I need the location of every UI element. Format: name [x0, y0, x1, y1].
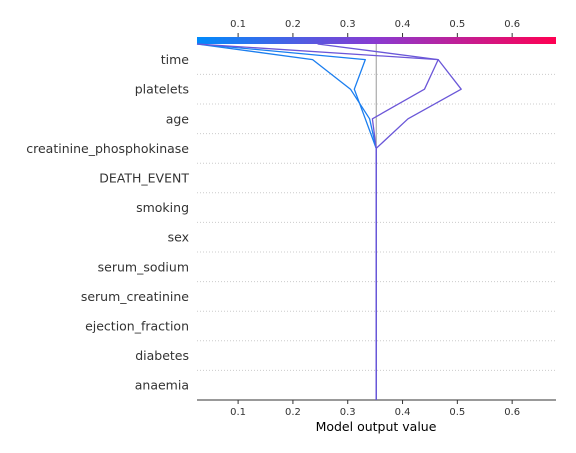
x-tick-label-top: 0.5 [449, 19, 465, 30]
feature-label: platelets [135, 82, 189, 97]
x-tick-label-bottom: 0.1 [230, 407, 246, 418]
feature-label: serum_sodium [98, 259, 189, 274]
decision-path [196, 43, 377, 400]
x-tick-label-top: 0.3 [340, 19, 356, 30]
feature-label: DEATH_EVENT [99, 171, 189, 186]
x-tick-label-bottom: 0.4 [395, 407, 411, 418]
x-tick-label-top: 0.2 [285, 19, 301, 30]
feature-label: anaemia [135, 378, 189, 393]
feature-label: smoking [136, 200, 189, 215]
feature-label: ejection_fraction [85, 319, 189, 334]
x-tick-label-top: 0.1 [230, 19, 246, 30]
feature-label: age [166, 111, 190, 126]
x-tick-label-bottom: 0.5 [449, 407, 465, 418]
feature-labels: time platelets age creatinine_phosphokinase… [26, 52, 189, 393]
x-tick-label-bottom: 0.2 [285, 407, 301, 418]
series-lines [196, 43, 462, 400]
x-tick-label-bottom: 0.3 [340, 407, 356, 418]
axes: 0.1 0.1 0.2 0.2 0.3 0.3 0.4 0.4 0.5 0.5 0.6 0.6 [197, 19, 556, 418]
feature-label: serum_creatinine [81, 289, 189, 304]
x-axis-label: Model output value [316, 419, 437, 434]
colorbar [197, 37, 556, 44]
decision-path [196, 43, 377, 400]
feature-label: time [161, 52, 190, 67]
feature-label: sex [168, 230, 189, 245]
feature-label: diabetes [135, 348, 189, 363]
feature-label: creatinine_phosphokinase [26, 141, 189, 156]
x-tick-label-top: 0.6 [504, 19, 520, 30]
decision-path [196, 43, 439, 400]
x-tick-label-top: 0.4 [395, 19, 411, 30]
x-tick-label-bottom: 0.6 [504, 407, 520, 418]
colorbar-rect [197, 37, 556, 44]
